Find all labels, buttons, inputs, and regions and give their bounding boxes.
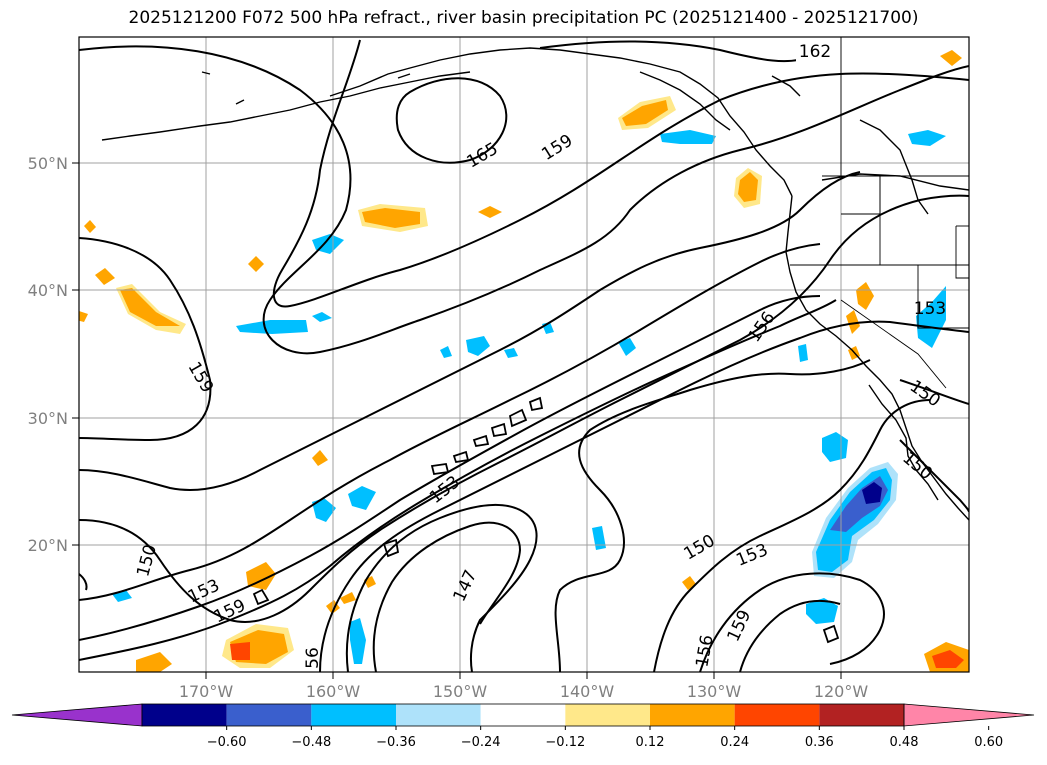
lon-label: 170°W xyxy=(179,682,234,701)
colorbar-tick-label: 0.48 xyxy=(890,735,919,750)
precip-positive-areas xyxy=(79,50,969,672)
precip-negative-patch xyxy=(798,344,808,362)
precip-negative-patch xyxy=(440,346,452,358)
contour-label: 162 xyxy=(799,42,831,62)
colorbar-tick-label: 0.24 xyxy=(720,735,749,750)
lon-label: 160°W xyxy=(306,682,361,701)
colorbar-extension-high xyxy=(903,703,1035,727)
colorbar-swatch xyxy=(565,704,650,726)
colorbar-swatch xyxy=(396,704,481,726)
jet-core-cells xyxy=(252,396,840,644)
colorbar-tick-label: 0.36 xyxy=(805,735,834,750)
colorbar-swatch xyxy=(226,704,312,726)
colorbar-outline xyxy=(141,703,905,727)
graticule xyxy=(79,37,969,672)
precip-positive-patch xyxy=(340,592,356,604)
lat-label: 20°N xyxy=(28,536,68,555)
precip-positive-patch xyxy=(856,282,874,310)
colorbar-tick-label: −0.24 xyxy=(461,735,501,750)
contour-label: 153 xyxy=(914,299,946,319)
precip-positive-patch xyxy=(932,650,964,668)
lon-label: 140°W xyxy=(560,682,615,701)
precip-positive-patch xyxy=(136,652,172,672)
colorbar-tick-label: −0.48 xyxy=(291,735,331,750)
precip-positive-patch xyxy=(79,311,88,322)
precip-positive-patch xyxy=(248,256,264,272)
colorbar-tick-label: −0.12 xyxy=(545,735,585,750)
precip-positive-patch xyxy=(622,100,668,126)
precip-negative-patch xyxy=(618,338,636,356)
colorbar: −0.60 −0.48 −0.36 −0.24 −0.12 0.12 0.24 0.36 0.4… xyxy=(11,703,1035,750)
precip-positive-patch xyxy=(246,562,276,590)
precip-negative-patch xyxy=(592,526,606,550)
precip-negative-patch xyxy=(862,482,882,504)
contour-label: 56 xyxy=(303,647,323,669)
precip-positive-patch xyxy=(362,208,420,228)
precip-negative-patch xyxy=(466,336,490,356)
map-frame xyxy=(78,36,970,673)
latitude-labels: 50°N 40°N 30°N 20°N xyxy=(28,154,79,555)
lat-label: 50°N xyxy=(28,154,68,173)
precip-negative-patch xyxy=(916,286,946,348)
colorbar-tick-label: 0.60 xyxy=(974,735,1003,750)
precip-negative-patch xyxy=(348,486,376,510)
colorbar-swatch xyxy=(311,704,396,726)
lat-label: 40°N xyxy=(28,281,68,300)
longitude-labels: 170°W 160°W 150°W 140°W 130°W 120°W xyxy=(179,672,869,701)
colorbar-swatch xyxy=(142,704,227,726)
contour-lines xyxy=(79,39,969,672)
map-title: 2025121200 F072 500 hPa refract., river … xyxy=(128,8,919,28)
lat-label: 30°N xyxy=(28,409,68,428)
precip-negative-patch xyxy=(908,130,946,146)
precip-positive-patch xyxy=(940,50,962,66)
precip-negative-patch xyxy=(660,130,716,144)
precip-positive-patch xyxy=(84,220,96,233)
colorbar-swatch xyxy=(734,704,820,726)
colorbar-swatch xyxy=(480,704,566,726)
precip-positive-patch xyxy=(846,310,860,334)
precip-negative-patch xyxy=(236,320,308,334)
precip-negative-patch xyxy=(806,598,838,624)
precip-positive-patch xyxy=(738,172,758,202)
precip-negative-patch xyxy=(312,498,336,522)
colorbar-swatch xyxy=(650,704,735,726)
lon-label: 150°W xyxy=(433,682,488,701)
colorbar-tick-label: −0.60 xyxy=(207,735,247,750)
colorbar-tick-label: −0.36 xyxy=(376,735,416,750)
colorbar-tick-label: 0.12 xyxy=(636,735,665,750)
precip-positive-patch xyxy=(312,450,328,466)
precip-positive-patch xyxy=(478,206,502,218)
precip-positive-patch xyxy=(95,268,115,285)
precip-negative-patch xyxy=(350,618,366,664)
precip-negative-patch xyxy=(504,348,518,358)
precip-positive-patch xyxy=(120,288,180,326)
colorbar-extension-low xyxy=(11,703,143,727)
colorbar-swatch xyxy=(819,704,904,726)
coastlines xyxy=(101,47,969,521)
precip-positive-patch xyxy=(230,642,250,660)
lon-label: 120°W xyxy=(814,682,869,701)
precip-negative-areas xyxy=(112,130,946,664)
precip-negative-patch xyxy=(312,312,332,322)
lon-label: 130°W xyxy=(687,682,742,701)
